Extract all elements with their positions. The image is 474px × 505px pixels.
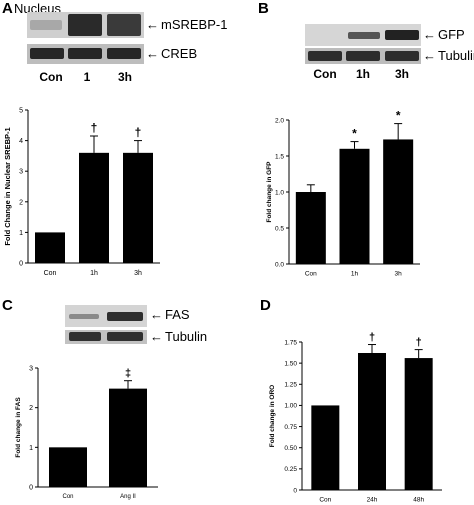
significance-marker-d: † bbox=[416, 337, 422, 349]
y-tick-label-d: 1.25 bbox=[284, 382, 297, 389]
y-tick-label-d: 1.75 bbox=[284, 339, 297, 346]
bar-a bbox=[35, 232, 65, 263]
x-tick-label-d: Con bbox=[319, 497, 331, 504]
x-tick-label-d: 24h bbox=[367, 497, 378, 504]
significance-marker-a: † bbox=[135, 126, 142, 140]
x-tick-label-b: Con bbox=[305, 271, 317, 278]
bar-d bbox=[358, 352, 386, 490]
bar-b bbox=[383, 139, 414, 264]
panel-letter-c: C bbox=[2, 297, 13, 314]
significance-marker-a: † bbox=[91, 121, 98, 135]
x-tick-label-b: 1h bbox=[351, 271, 359, 278]
band-label-msrebp1: ← mSREBP-1 bbox=[146, 17, 228, 32]
western-blot-a-srebp bbox=[27, 12, 144, 38]
y-tick-label-b: 0.5 bbox=[275, 225, 284, 232]
arrow-left-icon: ← bbox=[150, 307, 163, 322]
band-label-fas: ← FAS bbox=[150, 307, 190, 322]
western-blot-c-fas bbox=[65, 305, 147, 327]
y-tick-label-a: 0 bbox=[19, 260, 23, 267]
y-tick-label-d: 0 bbox=[293, 487, 297, 494]
x-tick-label-b: 3h bbox=[395, 271, 403, 278]
bar-a bbox=[123, 152, 153, 263]
y-tick-label-a: 5 bbox=[19, 107, 23, 114]
y-tick-label-d: 1.50 bbox=[284, 360, 297, 367]
x-tick-label-c: Ang II bbox=[120, 494, 136, 500]
significance-marker-d: † bbox=[369, 332, 375, 344]
y-tick-label-c: 2 bbox=[29, 405, 33, 412]
bar-a bbox=[79, 152, 109, 263]
y-tick-label-c: 1 bbox=[29, 445, 33, 452]
y-tick-label-c: 3 bbox=[29, 365, 33, 372]
significance-marker-c: ‡ bbox=[125, 368, 131, 380]
significance-marker-b: * bbox=[396, 109, 401, 123]
lane-label-b-con: Con bbox=[313, 67, 337, 81]
x-tick-label-a: 3h bbox=[134, 270, 142, 277]
y-tick-label-d: 0.50 bbox=[284, 445, 297, 452]
y-tick-label-d: 0.75 bbox=[284, 424, 297, 431]
y-tick-label-d: 1.00 bbox=[284, 403, 297, 410]
arrow-left-icon: ← bbox=[150, 329, 163, 344]
lane-label-b-3h: 3h bbox=[394, 67, 409, 81]
panel-letter-d: D bbox=[260, 297, 271, 314]
y-tick-label-b: 1.5 bbox=[275, 153, 284, 160]
x-tick-label-a: Con bbox=[44, 270, 57, 277]
western-blot-b-gfp bbox=[305, 24, 421, 46]
arrow-left-icon: ← bbox=[423, 27, 436, 42]
bar-b bbox=[339, 148, 370, 264]
band-label-tubulin-c: ← Tubulin bbox=[150, 329, 208, 344]
arrow-left-icon: ← bbox=[146, 17, 159, 32]
y-axis-label-a: Fold Change in Nuclear SREBP-1 bbox=[3, 127, 12, 245]
y-axis-label-c: Fold change in FAS bbox=[15, 397, 22, 458]
y-tick-label-d: 0.25 bbox=[284, 466, 297, 473]
arrow-left-icon: ← bbox=[146, 46, 159, 61]
y-tick-label-c: 0 bbox=[29, 484, 33, 491]
lane-label-1: 1 bbox=[83, 70, 91, 84]
bar-d bbox=[311, 405, 340, 490]
y-axis-label-d: Fold change in ORO bbox=[269, 385, 276, 447]
x-tick-label-d: 48h bbox=[413, 497, 424, 504]
western-blot-a-creb bbox=[27, 44, 144, 64]
y-tick-label-a: 2 bbox=[19, 199, 23, 206]
lane-label-3h: 3h bbox=[117, 70, 132, 84]
western-blot-b-tubulin bbox=[305, 48, 421, 64]
bar-d bbox=[404, 358, 433, 490]
significance-marker-b: * bbox=[352, 127, 357, 141]
y-tick-label-a: 3 bbox=[19, 169, 23, 176]
y-tick-label-b: 0.0 bbox=[275, 261, 284, 268]
panel-letter-b: B bbox=[258, 0, 269, 17]
y-axis-label-b: Fold change in GFP bbox=[266, 161, 273, 223]
bar-c bbox=[109, 388, 147, 487]
y-tick-label-a: 1 bbox=[19, 230, 23, 237]
band-label-creb: ← CREB bbox=[146, 46, 198, 61]
panel-letter-a: A bbox=[2, 0, 13, 17]
lane-label-b-1h: 1h bbox=[355, 67, 370, 81]
x-tick-label-a: 1h bbox=[90, 270, 98, 277]
bar-c bbox=[49, 447, 87, 487]
y-tick-label-a: 4 bbox=[19, 138, 23, 145]
y-tick-label-b: 1.0 bbox=[275, 189, 284, 196]
y-tick-label-b: 2.0 bbox=[275, 117, 284, 124]
lane-label-con: Con bbox=[39, 70, 63, 84]
band-label-gfp: ← GFP bbox=[423, 27, 465, 42]
x-tick-label-c: Con bbox=[62, 494, 73, 500]
arrow-left-icon: ← bbox=[423, 48, 436, 63]
band-label-tubulin-b: ←Tubulin bbox=[423, 48, 474, 63]
western-blot-c-tubulin bbox=[65, 330, 147, 344]
bar-b bbox=[295, 192, 326, 264]
